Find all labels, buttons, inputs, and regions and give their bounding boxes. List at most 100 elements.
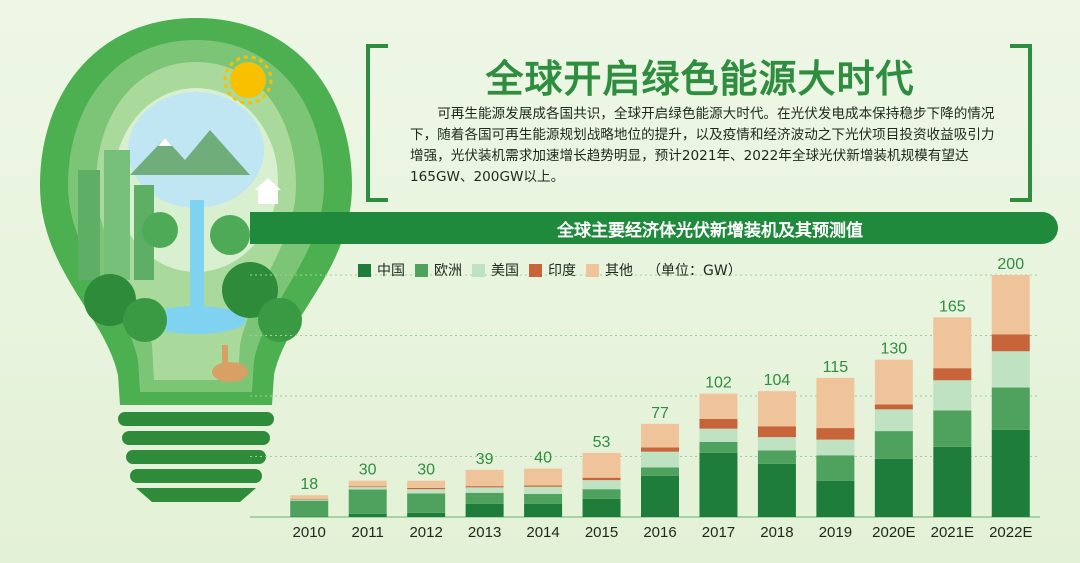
total-label: 30 [417,462,435,479]
bar-segment-中国-2019 [816,480,855,517]
legend-label-europe: 欧洲 [434,263,462,279]
bar-segment-欧洲-2020E [874,431,913,459]
bar-segment-中国-2010 [290,516,329,517]
x-tick-label: 2021E [931,524,974,541]
page-title: 全球开启绿色能源大时代 [485,57,915,101]
total-label: 53 [593,434,611,451]
chart-bars [290,275,1030,517]
bar-segment-欧洲-2012 [407,493,446,513]
left-bracket [366,44,388,202]
bar-segment-美国-2015 [582,480,621,490]
bar-segment-印度-2013 [465,486,504,488]
bar-segment-其他-2016 [641,423,679,448]
bar-segment-美国-2013 [465,487,504,493]
legend-label-china: 中国 [377,263,405,279]
bar-segment-美国-2016 [641,451,679,468]
legend-label-usa: 美国 [491,263,519,279]
bar-segment-其他-2019 [816,377,855,429]
x-tick-label: 2020E [872,524,915,541]
bar-segment-欧洲-2015 [582,489,621,499]
x-tick-label: 2012 [409,524,442,541]
bar-segment-其他-2014 [524,468,563,486]
chart-title-banner [250,212,1058,244]
bar-segment-印度-2016 [641,447,679,452]
x-tick-label: 2017 [702,524,735,541]
total-label: 102 [705,375,732,392]
bar-segment-中国-2014 [524,503,563,517]
legend-item: 印度 [529,260,576,280]
total-label: 39 [476,451,494,468]
x-tick-label: 2011 [352,524,384,541]
bar-segment-其他-2020E [874,359,913,405]
bar-segment-印度-2011 [348,486,387,488]
bar-segment-美国-2012 [407,489,446,494]
x-tick-label: 2014 [526,524,559,541]
legend-label-india: 印度 [548,263,576,279]
intro-paragraph: 可再生能源发展成各国共识，全球开启绿色能源大时代。在光伏发电成本保持稳步下降的情… [410,106,995,185]
bar-segment-欧洲-2021E [933,410,972,447]
total-label: 18 [300,476,318,493]
bar-segment-欧洲-2011 [348,489,387,514]
x-tick-label: 2013 [468,524,501,541]
bar-segment-欧洲-2019 [816,455,855,481]
bar-segment-欧洲-2010 [290,500,329,517]
chart-legend: 中国 欧洲 美国 印度 其他 （单位：GW） [358,259,742,281]
bar-segment-中国-2021E [933,446,972,517]
total-label: 30 [359,462,377,479]
bar-segment-欧洲-2013 [465,492,504,504]
bar-segment-中国-2016 [641,475,679,517]
bar-segment-中国-2011 [348,513,387,517]
bar-segment-印度-2015 [582,477,621,481]
bar-segment-其他-2021E [933,317,972,369]
legend-item: 美国 [472,260,519,280]
x-tick-label: 2022E [989,524,1032,541]
bar-segment-美国-2021E [933,380,972,411]
legend-label-other: 其他 [605,263,633,279]
legend-item: 中国 [358,260,405,280]
bar-segment-中国-2015 [582,498,621,517]
total-label: 165 [939,298,966,315]
bar-segment-美国-2014 [524,486,563,495]
bar-segment-其他-2018 [757,391,796,427]
bar-segment-印度-2020E [874,404,913,410]
bar-segment-其他-2013 [465,469,504,487]
total-label: 40 [534,450,552,467]
total-label: 130 [880,341,907,358]
bar-segment-印度-2018 [757,426,796,438]
bar-segment-中国-2022E [991,429,1030,517]
chart-title: 全球主要经济体光伏新增装机及其预测值 [557,221,863,241]
bar-segment-美国-2018 [757,437,796,451]
legend-swatch-europe [415,263,428,277]
x-tick-label: 2015 [585,524,618,541]
legend-item: 欧洲 [415,260,462,280]
x-tick-label: 2018 [760,524,793,541]
bar-segment-其他-2022E [991,275,1030,335]
bar-segment-印度-2012 [407,487,446,490]
x-tick-label: 2019 [819,524,852,541]
bar-segment-中国-2013 [465,503,504,517]
bar-segment-中国-2017 [699,452,738,517]
x-tick-label: 2010 [293,524,326,541]
legend-swatch-india [529,263,542,277]
bar-segment-其他-2012 [407,480,446,488]
bar-segment-中国-2018 [757,463,796,517]
total-label: 115 [823,359,849,376]
bar-segment-印度-2014 [524,485,563,487]
bar-segment-印度-2022E [991,334,1030,352]
legend-swatch-china [358,263,371,277]
bar-segment-其他-2017 [699,393,738,419]
bar-segment-欧洲-2022E [991,387,1030,430]
bar-segment-印度-2010 [290,498,329,500]
chart-labels: 18 2010 30 2011 30 2012 39 2013 40 2014 53 2015 77 20… [293,256,1033,541]
bar-segment-其他-2010 [290,495,329,499]
bar-segment-印度-2021E [933,368,972,381]
bar-segment-美国-2019 [816,439,855,456]
bar-segment-美国-2010 [290,499,329,501]
bar-segment-欧洲-2017 [699,441,738,453]
legend-swatch-other [586,263,599,277]
bar-segment-欧洲-2018 [757,450,796,464]
legend-item: 其他 [586,260,633,280]
right-bracket [1010,44,1032,202]
bar-segment-欧洲-2014 [524,494,563,504]
